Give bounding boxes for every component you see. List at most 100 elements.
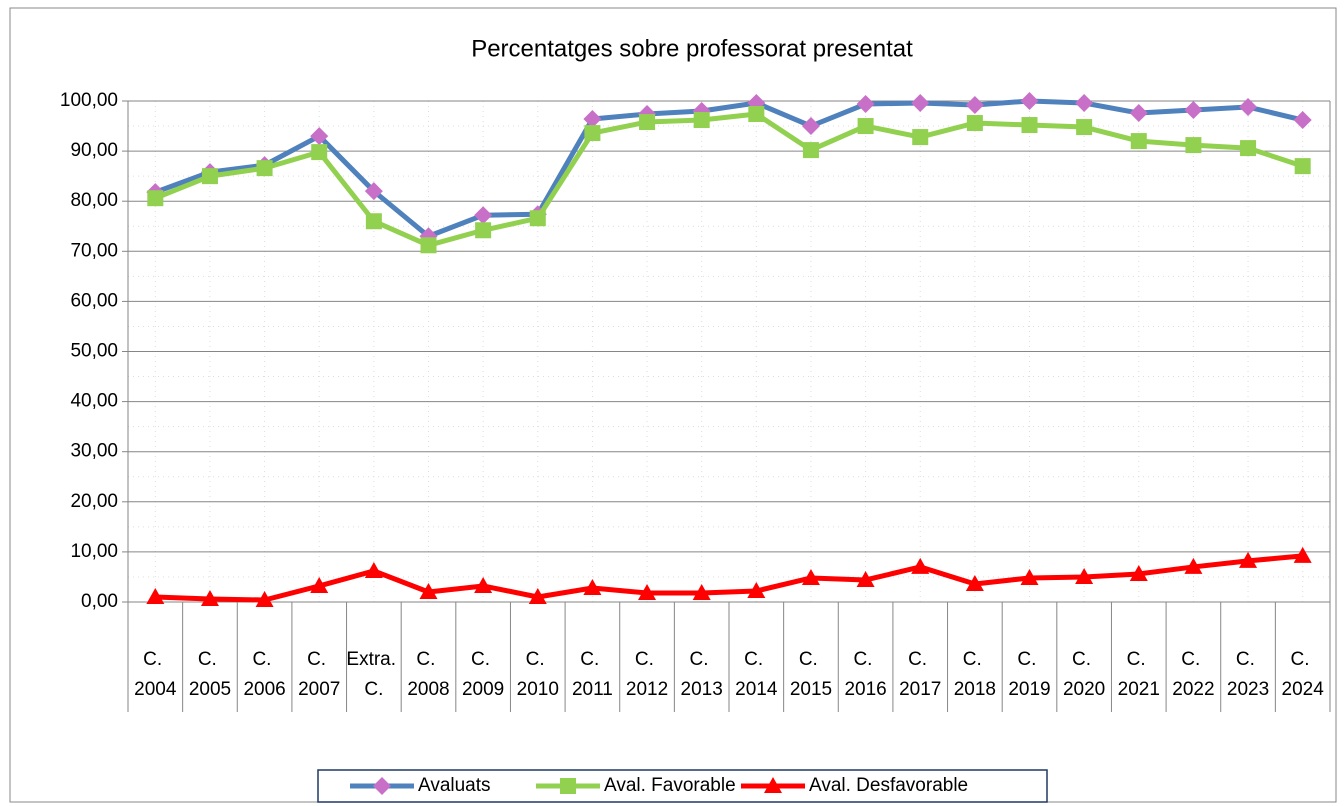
y-tick-label: 100,00 [60,90,118,111]
x-tick-label: C. 2017 [899,649,941,700]
x-tick-label: C. 2015 [790,649,832,700]
marker [1021,117,1038,134]
y-tick-label: 40,00 [70,391,118,412]
marker [1129,104,1148,123]
marker [1020,568,1039,585]
marker [856,570,875,587]
marker [692,583,711,600]
marker [1293,546,1312,563]
x-tick-label: C. 2010 [517,649,559,700]
x-tick-label: C. 2006 [243,649,285,700]
marker [373,777,391,795]
marker [310,576,329,593]
marker [747,581,766,598]
marker [310,127,329,146]
x-tick-label: C. 2020 [1063,649,1105,700]
legend-label: Avaluats [418,775,491,796]
series-line [154,111,1304,248]
legend-label: Aval. Favorable [604,775,736,796]
x-tick-label: C. 2021 [1118,649,1160,700]
y-tick-label: 0,00 [81,591,118,612]
x-tick-label: C. 2023 [1227,649,1269,700]
marker [638,583,657,600]
series-line [154,98,1304,239]
marker [1075,567,1094,584]
x-tick-label: C. 2004 [134,649,177,700]
marker [912,129,929,146]
chart-title: Percentatges sobre professorat presentat [471,35,913,62]
marker [475,222,492,239]
marker [1130,133,1147,150]
marker [639,114,656,131]
marker [311,144,328,161]
marker [474,576,493,593]
marker [256,160,273,177]
marker [801,117,820,136]
y-tick-label: 50,00 [70,341,118,362]
marker [146,587,165,604]
x-tick-label: C. 2005 [189,649,231,700]
marker [419,582,438,599]
x-tick-label: C. 2024 [1282,649,1325,700]
marker [364,182,383,201]
x-tick-label: C. 2016 [844,649,886,700]
y-tick-label: 30,00 [70,441,118,462]
marker [764,777,782,793]
marker [1239,551,1258,568]
x-tick-label: C. 2022 [1172,649,1214,700]
x-tick-label: C. 2019 [1008,649,1050,700]
marker [802,142,819,159]
marker [965,96,984,115]
legend-label: Aval. Desfavorable [809,775,968,796]
x-tick-label: Extra. C. [346,649,401,700]
marker [201,168,218,185]
marker [583,110,602,129]
marker [911,557,930,574]
marker [474,206,493,225]
marker [1294,158,1311,175]
x-tick-label: C. 2009 [462,649,504,700]
marker [528,587,547,604]
y-tick-label: 10,00 [70,541,118,562]
x-tick-label: C. 2011 [572,649,613,700]
x-tick-label: C. 2008 [407,649,449,700]
marker [1184,101,1203,120]
marker [200,589,219,606]
marker [965,574,984,591]
marker [1239,98,1258,117]
marker [255,590,274,607]
marker [420,237,437,254]
marker [365,213,382,230]
legend-box [317,769,1048,803]
marker [1075,94,1094,113]
marker [857,118,874,135]
series-line [155,553,1303,603]
marker [966,115,983,132]
chart-border [9,7,1337,803]
marker [560,778,576,794]
marker [1293,111,1312,130]
y-tick-label: 80,00 [70,190,118,211]
marker [693,112,710,129]
marker [801,568,820,585]
marker [911,94,930,113]
y-tick-label: 90,00 [70,140,118,161]
marker [1240,140,1257,157]
x-tick-label: C. 2014 [735,649,778,700]
x-tick-label: C. 2007 [298,649,340,700]
marker [1129,564,1148,581]
marker [1020,92,1039,110]
marker [584,125,601,142]
y-tick-label: 20,00 [70,491,118,512]
y-tick-label: 60,00 [70,290,118,311]
marker [364,561,383,578]
marker [856,95,875,114]
marker [1076,119,1093,136]
marker [529,210,546,227]
x-tick-label: C. 2013 [681,649,723,700]
x-tick-label: C. 2012 [626,649,668,700]
marker [1185,137,1202,154]
x-tick-label: C. 2018 [954,649,996,700]
marker [1184,557,1203,574]
